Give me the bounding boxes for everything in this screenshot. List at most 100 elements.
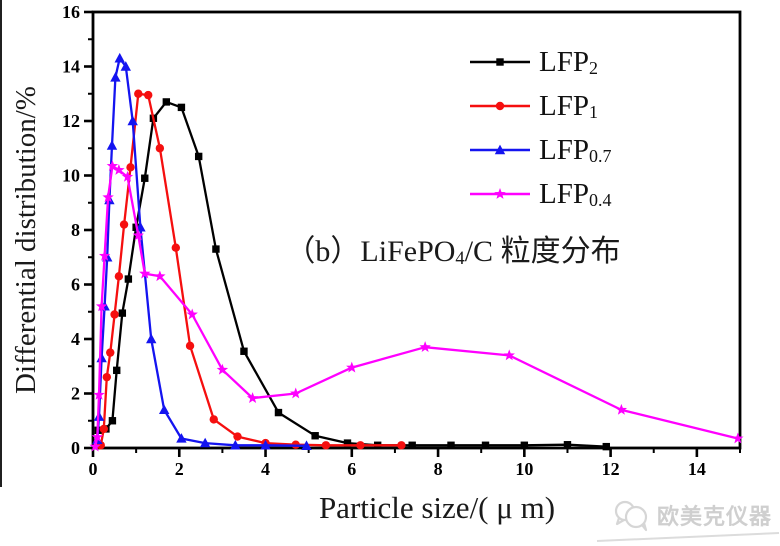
square-marker — [113, 366, 121, 375]
square-marker — [481, 441, 490, 449]
omec-speech-bubbles-logo-icon — [614, 500, 648, 532]
square-marker — [563, 441, 572, 449]
y-tick-label: 12 — [62, 111, 80, 131]
x-tick-label: 12 — [602, 459, 620, 479]
chart-annotation: （b）LiFePO4/C 粒度分布 — [248, 232, 658, 272]
circle-marker — [99, 424, 108, 434]
square-marker — [162, 98, 171, 106]
series-line-LFP2 — [97, 100, 608, 448]
square-marker — [177, 103, 186, 112]
star-marker — [494, 188, 506, 199]
x-tick-label: 0 — [89, 459, 98, 479]
square-marker — [343, 439, 352, 447]
triangle-marker — [96, 352, 107, 363]
square-marker — [108, 417, 117, 425]
triangle-marker — [127, 115, 138, 126]
triangle-marker — [494, 144, 506, 155]
legend-item-LFP1: LFP1 — [468, 84, 611, 128]
triangle-marker — [260, 439, 271, 450]
square-marker — [212, 245, 220, 253]
y-tick-label: 0 — [71, 438, 80, 458]
watermark: 欧美克仪器 — [613, 498, 772, 532]
star-marker — [98, 249, 111, 261]
square-marker — [408, 441, 416, 449]
triangle-marker — [230, 439, 241, 450]
y-tick-label: 16 — [62, 2, 80, 22]
legend-label-LFP2: LFP2 — [539, 45, 598, 78]
circle-marker — [495, 101, 505, 111]
star-marker — [732, 432, 744, 444]
series-LFP0.4 — [89, 159, 744, 452]
circle-marker — [106, 348, 115, 357]
star-marker — [132, 229, 144, 241]
circle-marker — [171, 243, 181, 252]
square-marker — [141, 174, 149, 182]
legend: LFP2 LFP1 LFP0.7 LFP0.4 — [468, 40, 611, 216]
star-marker — [503, 349, 515, 361]
annotation-post: /C 粒度分布 — [464, 235, 621, 268]
star-marker — [121, 170, 134, 182]
series-line-LFP0.4 — [94, 164, 739, 448]
circle-marker — [321, 441, 331, 450]
legend-item-LFP2: LFP2 — [468, 40, 611, 84]
circle-marker — [397, 441, 406, 450]
star-marker — [113, 164, 125, 175]
square-marker — [274, 408, 283, 417]
square-marker — [447, 441, 455, 449]
legend-sample-LFP1 — [470, 101, 530, 111]
circle-marker — [119, 220, 129, 229]
square-marker — [240, 347, 248, 355]
circle-marker — [233, 432, 242, 441]
square-marker — [602, 442, 610, 451]
triangle-marker — [114, 52, 125, 63]
triangle-marker — [146, 333, 157, 344]
square-marker — [124, 275, 133, 283]
triangle-marker — [176, 433, 187, 443]
circle-marker — [114, 272, 124, 281]
x-tick-label: 10 — [515, 459, 533, 479]
star-marker — [290, 387, 302, 399]
square-marker — [520, 441, 529, 449]
left-edge-line — [0, 0, 2, 487]
triangle-marker — [120, 61, 131, 71]
x-tick-label: 8 — [434, 459, 443, 479]
tick-labels: 0 2 4 6 8 10 12 14 0 2 4 6 8 10 12 14 16 — [62, 2, 706, 479]
circle-marker — [126, 163, 135, 172]
star-marker — [139, 267, 151, 279]
triangle-marker — [199, 437, 211, 448]
circle-marker — [209, 415, 218, 424]
square-marker — [496, 58, 504, 66]
x-tick-label: 6 — [347, 459, 356, 479]
legend-sample-LFP0.4 — [470, 188, 530, 199]
plot-box — [91, 10, 742, 450]
legend-label-LFP0.7: LFP0.7 — [539, 133, 612, 166]
circle-marker — [134, 89, 143, 98]
circle-marker — [185, 341, 195, 351]
star-marker — [93, 388, 105, 400]
y-tick-label: 8 — [71, 220, 80, 240]
y-tick-label: 4 — [71, 329, 80, 349]
y-tick-label: 2 — [71, 384, 80, 404]
star-marker — [106, 159, 119, 171]
star-marker — [615, 403, 628, 415]
series-line-LFP1 — [99, 92, 403, 447]
watermark-underline — [596, 532, 780, 542]
star-marker — [91, 431, 104, 442]
x-tick-label: 2 — [175, 459, 184, 479]
y-axis-label: Differential distribution/% — [10, 86, 42, 394]
x-tick-label: 14 — [688, 459, 706, 479]
legend-label-LFP0.4: LFP0.4 — [539, 177, 612, 210]
y-tick-label: 10 — [62, 166, 80, 186]
legend-item-LFP0.4: LFP0.4 — [468, 172, 611, 216]
circle-marker — [144, 90, 153, 100]
legend-item-LFP0.7: LFP0.7 — [468, 128, 611, 172]
y-tick-label: 14 — [62, 57, 80, 77]
legend-label-LFP1: LFP1 — [539, 89, 598, 122]
star-marker — [186, 308, 198, 320]
triangle-marker — [106, 140, 118, 150]
star-marker — [216, 363, 229, 375]
star-marker — [246, 392, 259, 403]
circle-marker — [356, 441, 365, 450]
